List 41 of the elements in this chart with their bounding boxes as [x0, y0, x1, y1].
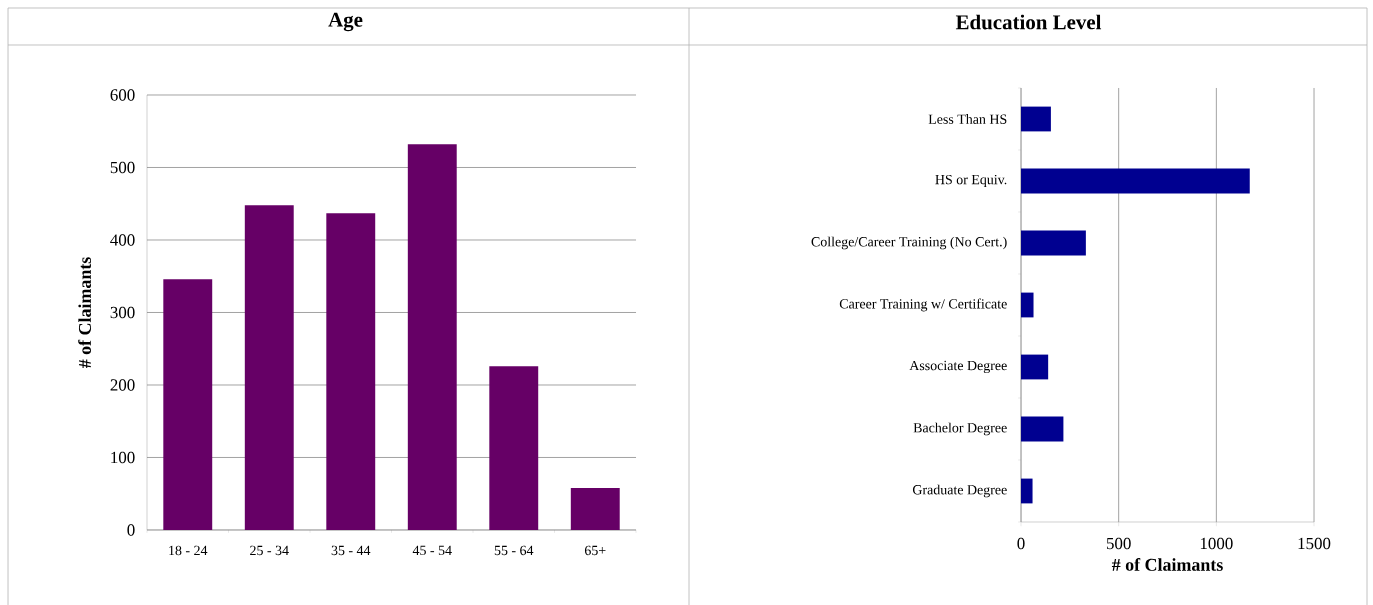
- y-tick-label: 500: [110, 161, 135, 174]
- bar: [244, 205, 294, 530]
- bar: [570, 487, 620, 530]
- x-tick-label: 1500: [1298, 537, 1331, 550]
- y-tick-label: 200: [110, 379, 135, 391]
- y-tick-label: Graduate Degree: [912, 484, 1007, 498]
- x-tick-label: 500: [1106, 537, 1131, 550]
- bar: [326, 213, 376, 530]
- bar: [407, 144, 457, 530]
- bar: [1021, 106, 1051, 132]
- y-axis-title: # of Claimants: [78, 257, 91, 369]
- chart-title: Age: [328, 12, 363, 32]
- x-tick-label: 1000: [1200, 537, 1233, 550]
- y-tick-label: Associate Degree: [909, 360, 1007, 374]
- x-axis-title: # of Claimants: [1111, 558, 1223, 571]
- bar: [1021, 230, 1086, 256]
- bar: [1021, 416, 1064, 442]
- y-tick-label: Career Training w/ Certificate: [839, 298, 1007, 312]
- x-tick-label: 0: [1017, 537, 1025, 550]
- y-tick-label: 400: [110, 234, 135, 246]
- y-tick-label: 600: [110, 89, 135, 101]
- bar: [1021, 354, 1049, 380]
- x-tick-label: 55 - 64: [494, 545, 534, 556]
- x-tick-label: 35 - 44: [331, 545, 371, 556]
- x-tick-label: 25 - 34: [250, 545, 289, 556]
- chart-title: Education Level: [955, 14, 1102, 30]
- bar: [489, 366, 539, 530]
- bar: [1021, 478, 1033, 504]
- x-tick-label: 65+: [584, 545, 606, 556]
- bar: [1021, 168, 1250, 194]
- y-tick-label: Less Than HS: [928, 114, 1007, 124]
- y-tick-label: 0: [127, 524, 135, 536]
- y-tick-label: 300: [110, 306, 135, 319]
- x-tick-label: 18 - 24: [169, 545, 208, 556]
- bar: [163, 279, 213, 530]
- y-tick-label: HS or Equiv.: [935, 174, 1007, 188]
- x-tick-label: 45 - 54: [412, 545, 452, 556]
- y-tick-label: College/Career Training (No Cert.): [811, 236, 1007, 250]
- bar: [1021, 292, 1034, 318]
- y-tick-label: Bachelor Degree: [913, 422, 1007, 436]
- y-tick-label: 100: [111, 451, 135, 464]
